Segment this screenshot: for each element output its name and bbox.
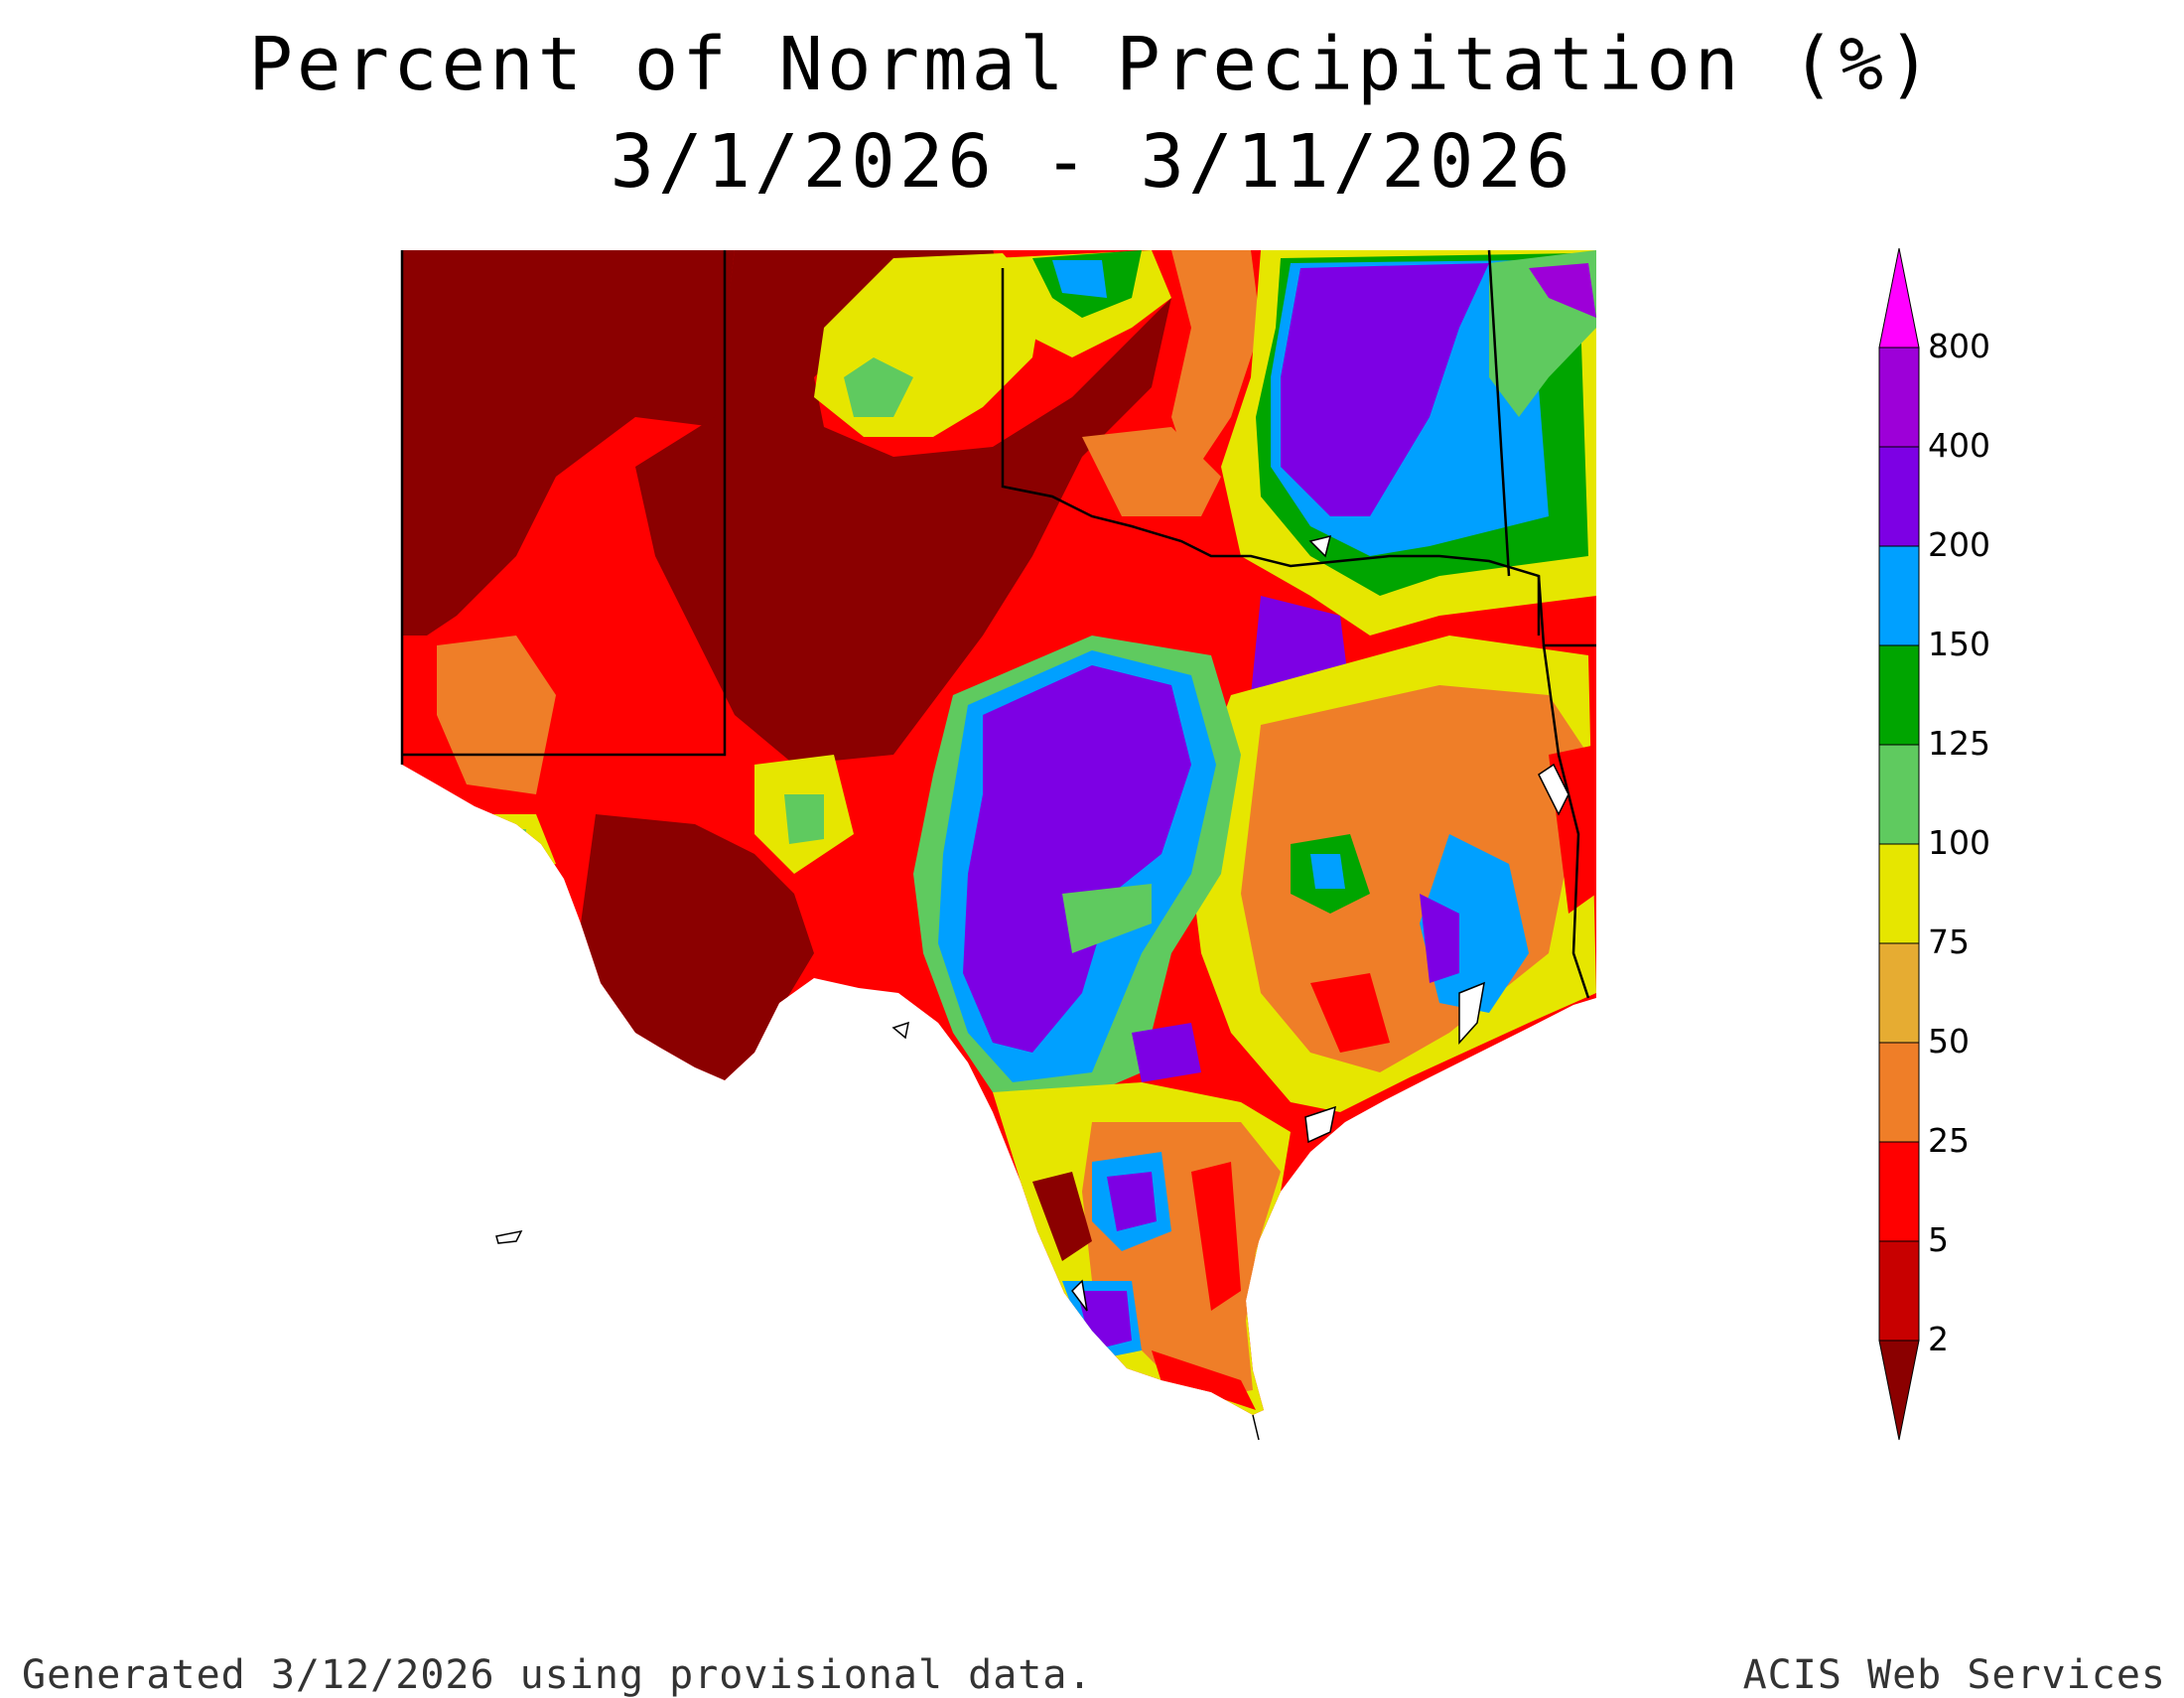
southwest-very-dry-fill: [1032, 1172, 1092, 1261]
south-purple-fill: [1107, 1172, 1157, 1231]
legend-label-25: 25: [1928, 1121, 1970, 1160]
east-purple-fill: [1420, 894, 1459, 983]
texas-louisiana-border: [1542, 644, 1590, 999]
legend-swatch-25: [1878, 1042, 1920, 1143]
amistad-reservoir: [891, 1021, 909, 1040]
west-very-dry-fill: [402, 250, 735, 636]
oklahoma-arkansas-border: [1487, 249, 1511, 577]
legend-top-arrow: [1878, 247, 1920, 349]
legend-swatch-150: [1878, 545, 1920, 646]
legend-label-150: 150: [1928, 625, 1990, 663]
legend-label-100: 100: [1928, 823, 1990, 862]
legend-label-400: 400: [1928, 426, 1990, 465]
legend-label-800: 800: [1928, 327, 1990, 365]
legend-label-75: 75: [1928, 922, 1970, 961]
oklahoma-orange-fill: [1171, 250, 1261, 477]
oklahoma-texas-border: [1001, 268, 1541, 636]
big-bend-very-dry-fill: [581, 814, 814, 1080]
falcon-reservoir: [1071, 1279, 1088, 1312]
date-range-subtitle: 3/1/2026 - 3/11/2026: [610, 119, 1574, 205]
precipitation-fill-layer: [402, 250, 1596, 1415]
legend-swatch-125: [1878, 644, 1920, 746]
lake-texoma: [1308, 534, 1332, 558]
oklahoma-blue-fill: [1052, 260, 1107, 298]
legend-label-200: 200: [1928, 525, 1990, 564]
south-central-purple-fill: [1132, 1023, 1201, 1082]
central-purple-blob-fill: [963, 665, 1191, 1053]
legend-swatch-2: [1878, 1240, 1920, 1342]
legend-label-125: 125: [1928, 724, 1990, 763]
generated-note: Generated 3/12/2026 using provisional da…: [22, 1652, 1093, 1698]
houston-red-fill: [1310, 973, 1390, 1053]
toledo-bend-reservoir: [1538, 763, 1570, 816]
offshore-island: [495, 1229, 523, 1244]
legend-swatch-400: [1878, 347, 1920, 448]
source-credit: ACIS Web Services: [1742, 1652, 2166, 1698]
legend-swatch-50: [1878, 942, 1920, 1044]
northeast-purple-fill: [1281, 263, 1489, 516]
state-boundaries: [400, 249, 1596, 999]
legend-bottom-arrow: [1878, 1340, 1920, 1441]
legend-swatch-75: [1878, 843, 1920, 944]
water-features: [495, 534, 1570, 1312]
legend-swatch-5: [1878, 1141, 1920, 1242]
central-green-band-fill: [1062, 884, 1152, 953]
el-paso-green-fill: [496, 829, 526, 854]
northeast-purple-corner-fill: [1529, 263, 1596, 318]
legend-swatch-200: [1878, 446, 1920, 547]
legend-label-5: 5: [1928, 1220, 1949, 1259]
coastline-tip: [1252, 1414, 1260, 1441]
west-green-fill: [784, 794, 824, 844]
matagorda-bay: [1304, 1105, 1336, 1144]
legend-label-2: 2: [1928, 1320, 1949, 1358]
panhandle-green-fill: [844, 357, 913, 417]
coast-red-fill: [1191, 1162, 1241, 1311]
panhandle-very-dry-fill: [635, 250, 1171, 765]
new-mexico-border: [402, 250, 727, 757]
galveston-bay: [1458, 981, 1485, 1045]
legend-swatch-100: [1878, 744, 1920, 845]
legend-color-bar: [1878, 247, 1920, 1441]
legend-label-50: 50: [1928, 1022, 1970, 1061]
map-title: Percent of Normal Precipitation (%): [248, 22, 1936, 107]
valley-red-fill: [1152, 1350, 1256, 1410]
central-east-blue-fill: [1310, 854, 1345, 889]
